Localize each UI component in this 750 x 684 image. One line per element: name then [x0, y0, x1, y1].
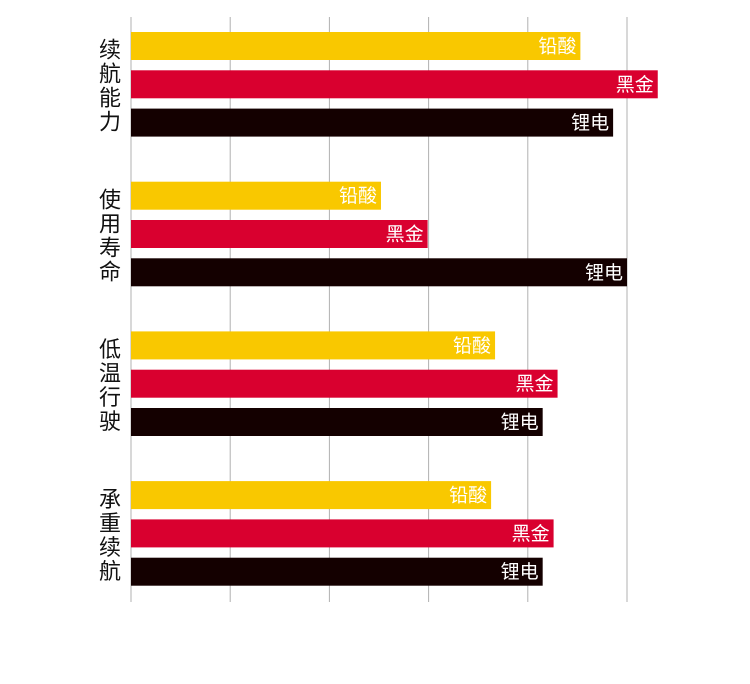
category-label: 低温行驶: [95, 338, 121, 434]
category-label: 承重续航: [95, 487, 121, 583]
bar: [131, 258, 627, 287]
bar-label: 锂电: [571, 112, 609, 134]
bar-label: 锂电: [501, 561, 539, 583]
bar: [131, 70, 658, 99]
bar-label: 铅酸: [449, 485, 487, 507]
bar: [131, 481, 492, 510]
category-label: 续航能力: [95, 38, 121, 134]
bar: [131, 220, 428, 248]
bar: [131, 181, 381, 210]
bar: [131, 108, 614, 137]
bar: [131, 519, 554, 548]
bar-label: 黑金: [386, 224, 424, 246]
bar: [131, 32, 581, 60]
bar-label: 黑金: [516, 373, 554, 395]
bar-label: 铅酸: [453, 335, 491, 357]
bar: [131, 557, 543, 586]
bar-label: 铅酸: [538, 36, 576, 58]
bar-label: 黑金: [616, 74, 654, 96]
bar: [131, 369, 558, 398]
bar: [131, 331, 496, 360]
bar-label: 黑金: [512, 523, 550, 545]
bar-label: 锂电: [585, 262, 623, 284]
bar-label: 铅酸: [339, 185, 377, 207]
bar-label: 锂电: [501, 412, 539, 434]
bar: [131, 408, 543, 436]
category-label: 使用寿命: [95, 188, 121, 284]
